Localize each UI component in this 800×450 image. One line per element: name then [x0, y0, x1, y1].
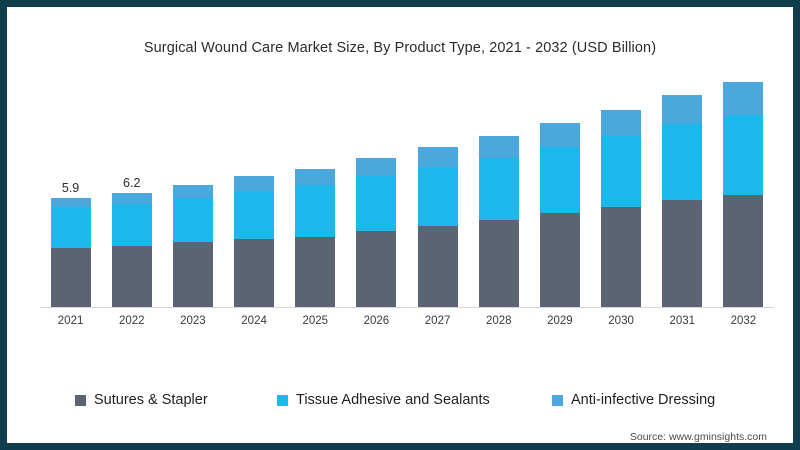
x-axis-label: 2028 [485, 315, 512, 327]
bar-column[interactable] [172, 185, 213, 307]
bar-segment[interactable] [234, 176, 275, 191]
bar-segment[interactable] [601, 207, 642, 307]
bar-value-label: 5.9 [61, 181, 80, 196]
bar-segment[interactable] [478, 220, 519, 307]
bar-column[interactable] [478, 135, 519, 307]
bar-segment[interactable] [295, 236, 336, 307]
page-title: Surgical Wound Care Market Size, By Prod… [143, 40, 657, 56]
x-axis-label: 2024 [241, 315, 267, 327]
bar-segment[interactable] [723, 82, 764, 116]
x-axis-label: 2029 [547, 315, 573, 327]
bar-segment[interactable] [662, 94, 703, 125]
bar-segment[interactable] [417, 166, 458, 226]
bar-segment[interactable] [172, 198, 213, 243]
bar-segment[interactable] [111, 246, 152, 307]
legend-label: Sutures & Stapler [94, 392, 208, 408]
bar-column[interactable] [539, 122, 580, 307]
bar-column[interactable] [417, 146, 458, 307]
legend-label: Anti-infective Dressing [571, 392, 716, 408]
x-axis-label: 2031 [669, 315, 696, 327]
bar-column[interactable] [723, 82, 764, 307]
bar-segment[interactable] [601, 135, 642, 208]
bar-segment[interactable] [539, 212, 580, 307]
bar-segment[interactable] [111, 192, 152, 204]
x-axis-tick-labels: 2021 2022 2023 2024 2025 2026 2027 2028 2029 2030… [40, 315, 774, 335]
x-axis-label: 2026 [363, 315, 390, 327]
bar-segment[interactable] [539, 122, 580, 147]
bar-segment[interactable] [478, 135, 519, 158]
bar-column[interactable] [234, 176, 275, 307]
x-axis-label: 2030 [608, 315, 634, 327]
bar-column[interactable] [662, 94, 703, 307]
legend-color-swatch-icon [75, 394, 86, 406]
bar-segment[interactable] [356, 231, 397, 307]
bar-segment[interactable] [234, 238, 275, 307]
x-axis-line [40, 307, 774, 308]
x-axis-label: 2025 [302, 315, 329, 327]
bar-segment[interactable] [356, 176, 397, 232]
bar-column[interactable] [295, 168, 336, 307]
bar-segment[interactable] [111, 203, 152, 247]
bar-segment[interactable] [50, 198, 91, 208]
chart-legend: Sutures & Stapler Tissue Adhesive and Sea… [67, 392, 757, 414]
source-attribution: Source: www.gminsights.com [629, 431, 767, 443]
bar-segment[interactable] [50, 207, 91, 248]
bar-segment[interactable] [234, 190, 275, 239]
bar-segment[interactable] [356, 157, 397, 177]
bar-segment[interactable] [662, 124, 703, 201]
x-axis-label: 2022 [118, 315, 145, 327]
bar-segment[interactable] [539, 146, 580, 213]
bar-segment[interactable] [723, 194, 764, 307]
x-axis-label: 2023 [180, 315, 206, 327]
bar-column[interactable] [50, 198, 91, 307]
bar-segment[interactable] [295, 168, 336, 186]
bar-segment[interactable] [478, 157, 519, 221]
plot-area: 5.9 6.2 [40, 82, 774, 308]
x-axis-label: 2021 [57, 315, 84, 327]
bar-segment[interactable] [601, 109, 642, 136]
legend-item[interactable]: Sutures & Stapler [75, 392, 208, 408]
legend-color-swatch-icon [277, 394, 288, 406]
legend-item[interactable]: Tissue Adhesive and Sealants [277, 392, 490, 408]
chart-canvas: Surgical Wound Care Market Size, By Prod… [7, 7, 793, 443]
bar-segment[interactable] [50, 247, 91, 307]
bar-segment[interactable] [295, 185, 336, 237]
bar-segment[interactable] [723, 115, 764, 195]
bar-segment[interactable] [172, 185, 213, 199]
legend-label: Tissue Adhesive and Sealants [296, 392, 490, 408]
bar-column[interactable] [111, 192, 152, 307]
legend-item[interactable]: Anti-infective Dressing [552, 392, 715, 408]
legend-color-swatch-icon [552, 394, 563, 406]
bar-column[interactable] [356, 157, 397, 307]
bar-value-label: 6.2 [123, 175, 141, 190]
bar-segment[interactable] [172, 242, 213, 307]
bar-segment[interactable] [417, 146, 458, 167]
x-axis-label: 2027 [424, 315, 451, 327]
bar-segment[interactable] [417, 225, 458, 307]
bar-segment[interactable] [662, 200, 703, 307]
x-axis-label: 2032 [730, 315, 757, 327]
bar-column[interactable] [601, 109, 642, 307]
